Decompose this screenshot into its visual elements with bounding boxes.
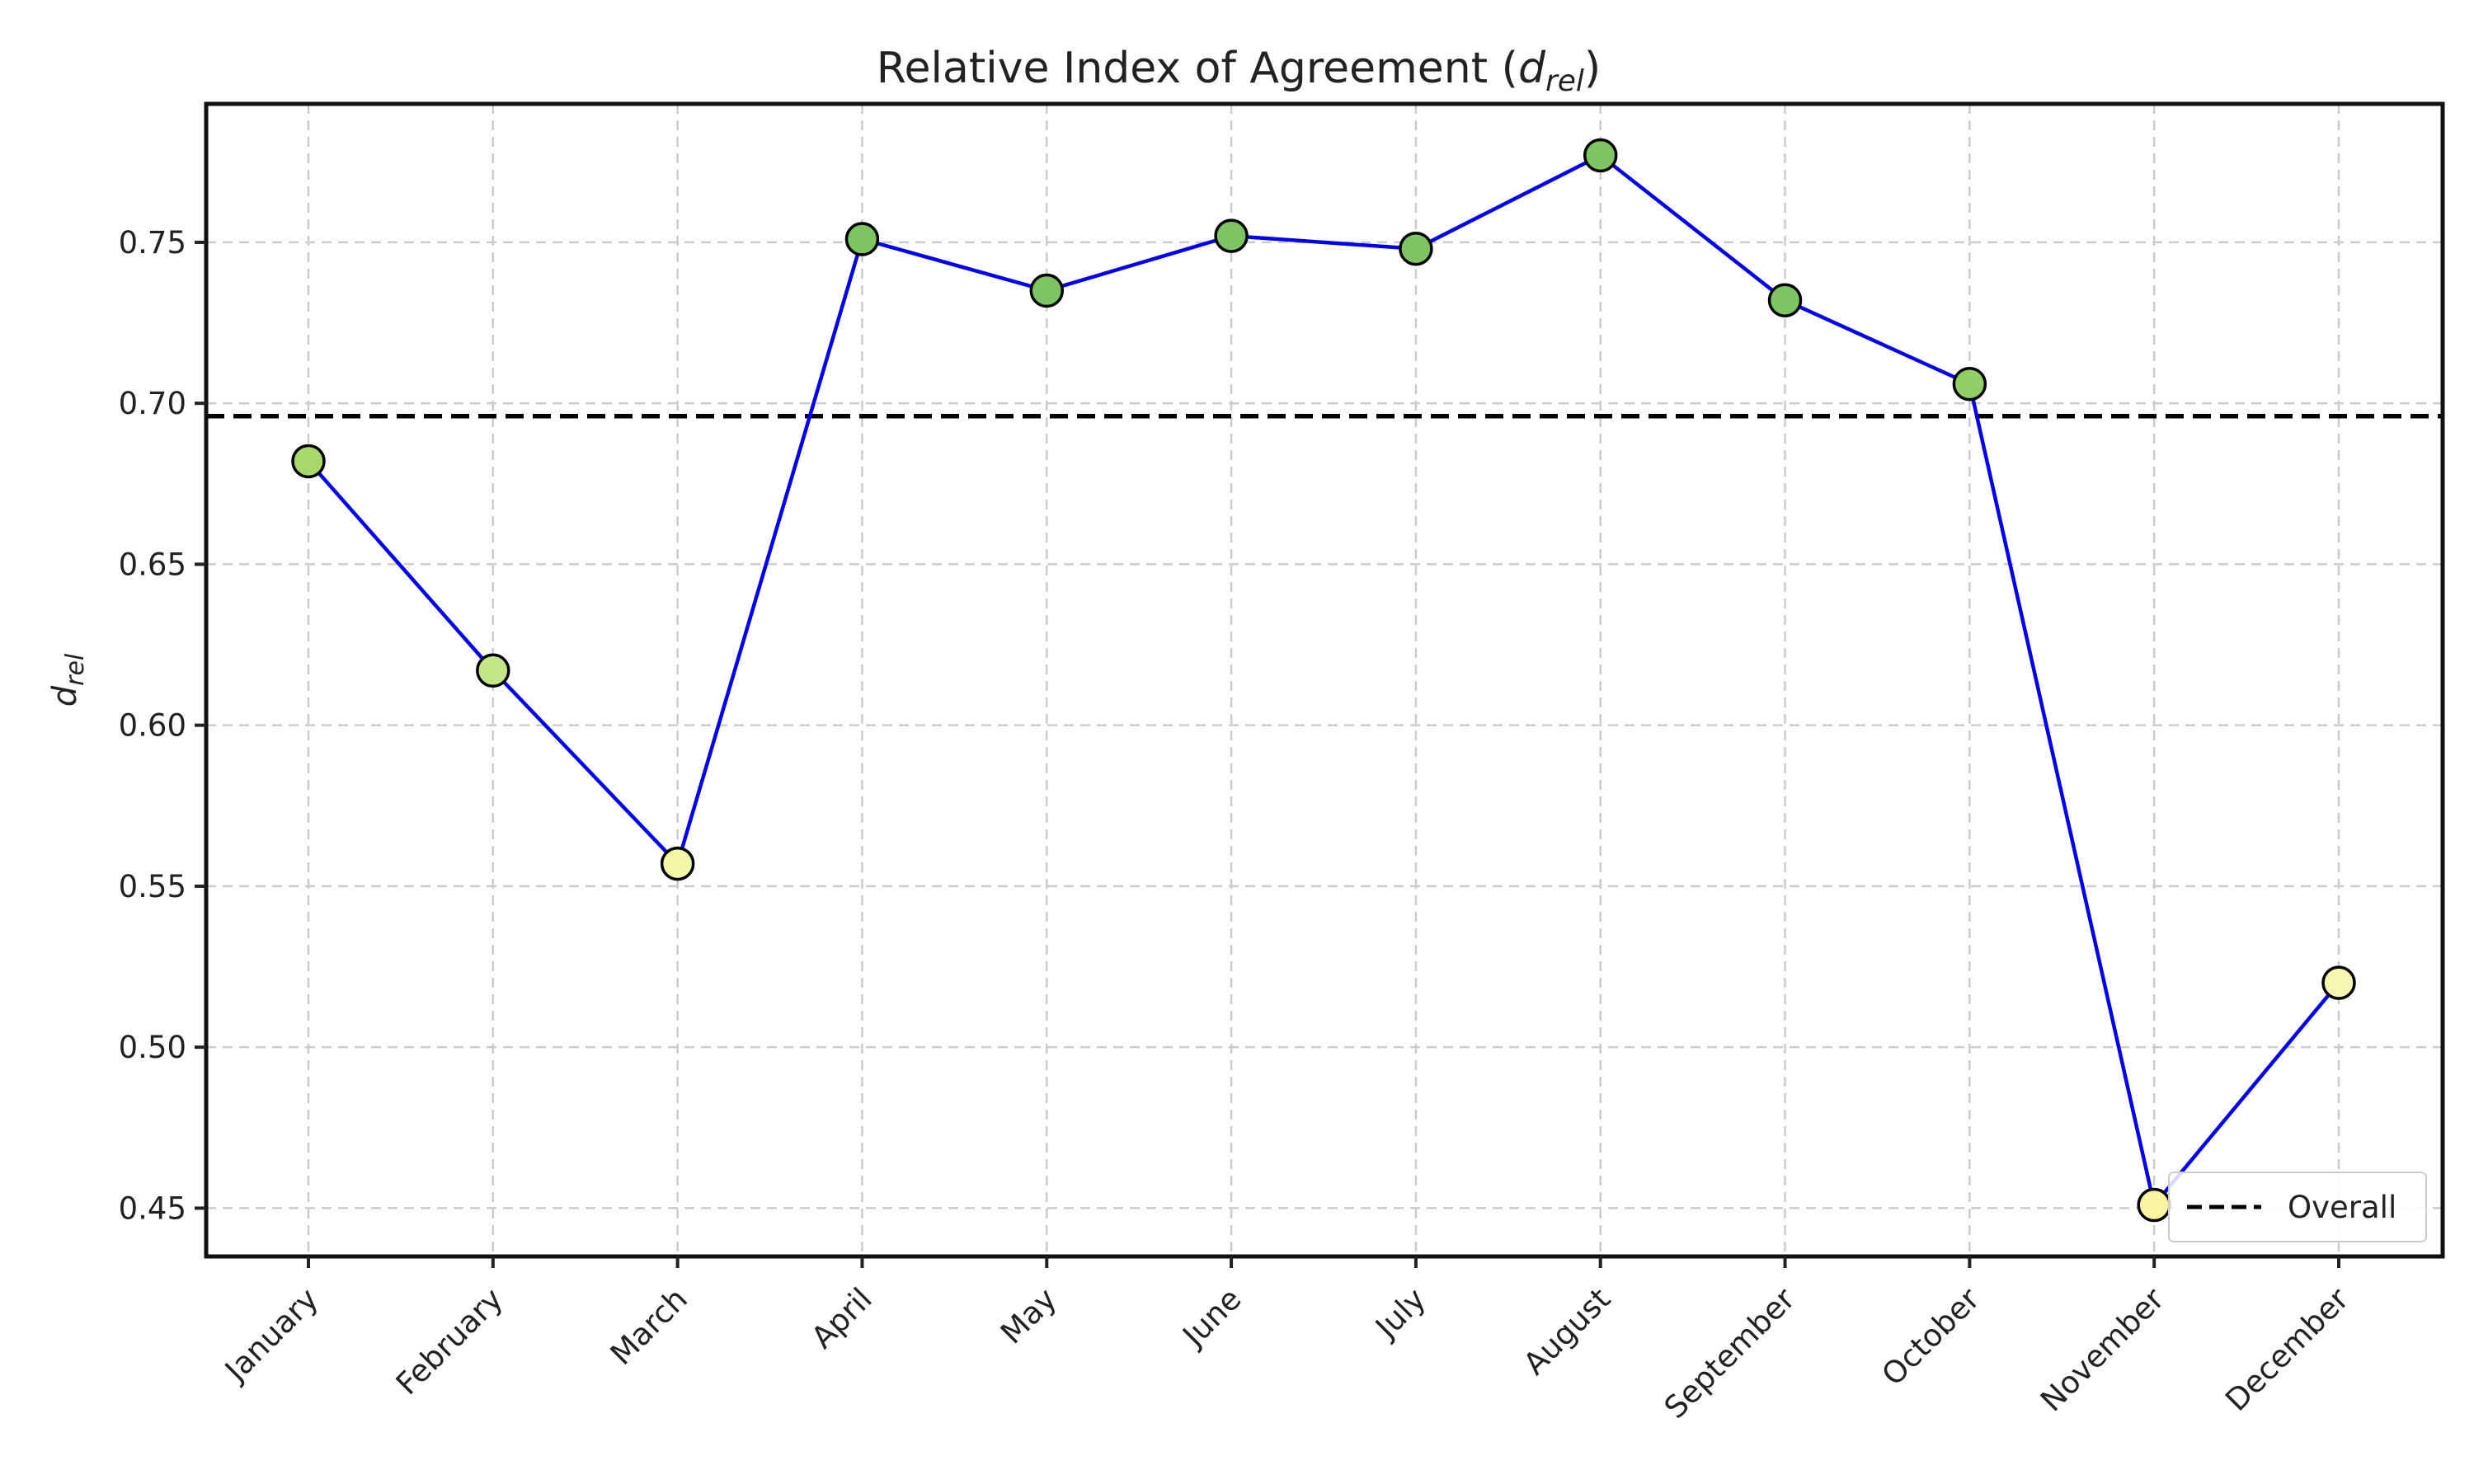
y-tick-label: 0.65 <box>119 547 186 582</box>
y-tick-label: 0.70 <box>119 386 186 421</box>
x-tick-label: August <box>1517 1281 1617 1382</box>
data-point-marker <box>1952 366 1987 402</box>
x-tick-label: April <box>805 1281 879 1355</box>
y-tick-label: 0.55 <box>119 869 186 904</box>
data-point-marker <box>844 222 880 256</box>
x-axis-ticks: January February March April May June July Augu… <box>217 1256 2356 1425</box>
x-tick-label: October <box>1875 1280 1987 1392</box>
x-tick-label: January <box>217 1281 325 1389</box>
y-tick-label: 0.75 <box>119 225 186 261</box>
x-tick-label: November <box>2034 1280 2171 1418</box>
x-tick-label: July <box>1367 1281 1432 1346</box>
plot-frame <box>204 101 2445 1259</box>
legend-overall-label: Overall <box>2288 1190 2396 1225</box>
x-tick-label: June <box>1175 1281 1249 1355</box>
y-tick-label: 0.60 <box>119 708 186 744</box>
series-layer <box>291 138 2356 1223</box>
data-point-marker <box>2137 1187 2171 1223</box>
y-axis-label: drel <box>46 653 90 707</box>
x-tick-label: September <box>1658 1280 1803 1425</box>
y-tick-label: 0.45 <box>119 1190 186 1226</box>
y-axis-ticks: 0.45 0.50 0.55 0.60 0.65 0.70 0.75 <box>119 225 206 1226</box>
data-point-marker <box>660 846 695 881</box>
chart-title: Relative Index of Agreement (drel) <box>877 44 1601 98</box>
data-point-marker <box>2321 965 2356 1000</box>
series-line <box>307 153 2340 1207</box>
x-tick-label: December <box>2218 1280 2356 1418</box>
x-tick-label: May <box>994 1281 1063 1350</box>
data-point-marker <box>1029 273 1065 308</box>
data-point-marker <box>1767 283 1803 317</box>
data-point-marker <box>476 653 510 688</box>
y-tick-label: 0.50 <box>119 1030 186 1065</box>
x-tick-label: February <box>389 1281 510 1402</box>
legend: Overall <box>2168 1172 2427 1242</box>
data-point-marker <box>1399 231 1433 266</box>
data-point-marker <box>291 444 326 479</box>
x-tick-label: March <box>604 1281 694 1372</box>
grid <box>206 104 2443 1256</box>
legend-box <box>2168 1172 2427 1242</box>
data-point-marker <box>1214 218 1249 253</box>
data-point-marker <box>1583 138 1618 173</box>
